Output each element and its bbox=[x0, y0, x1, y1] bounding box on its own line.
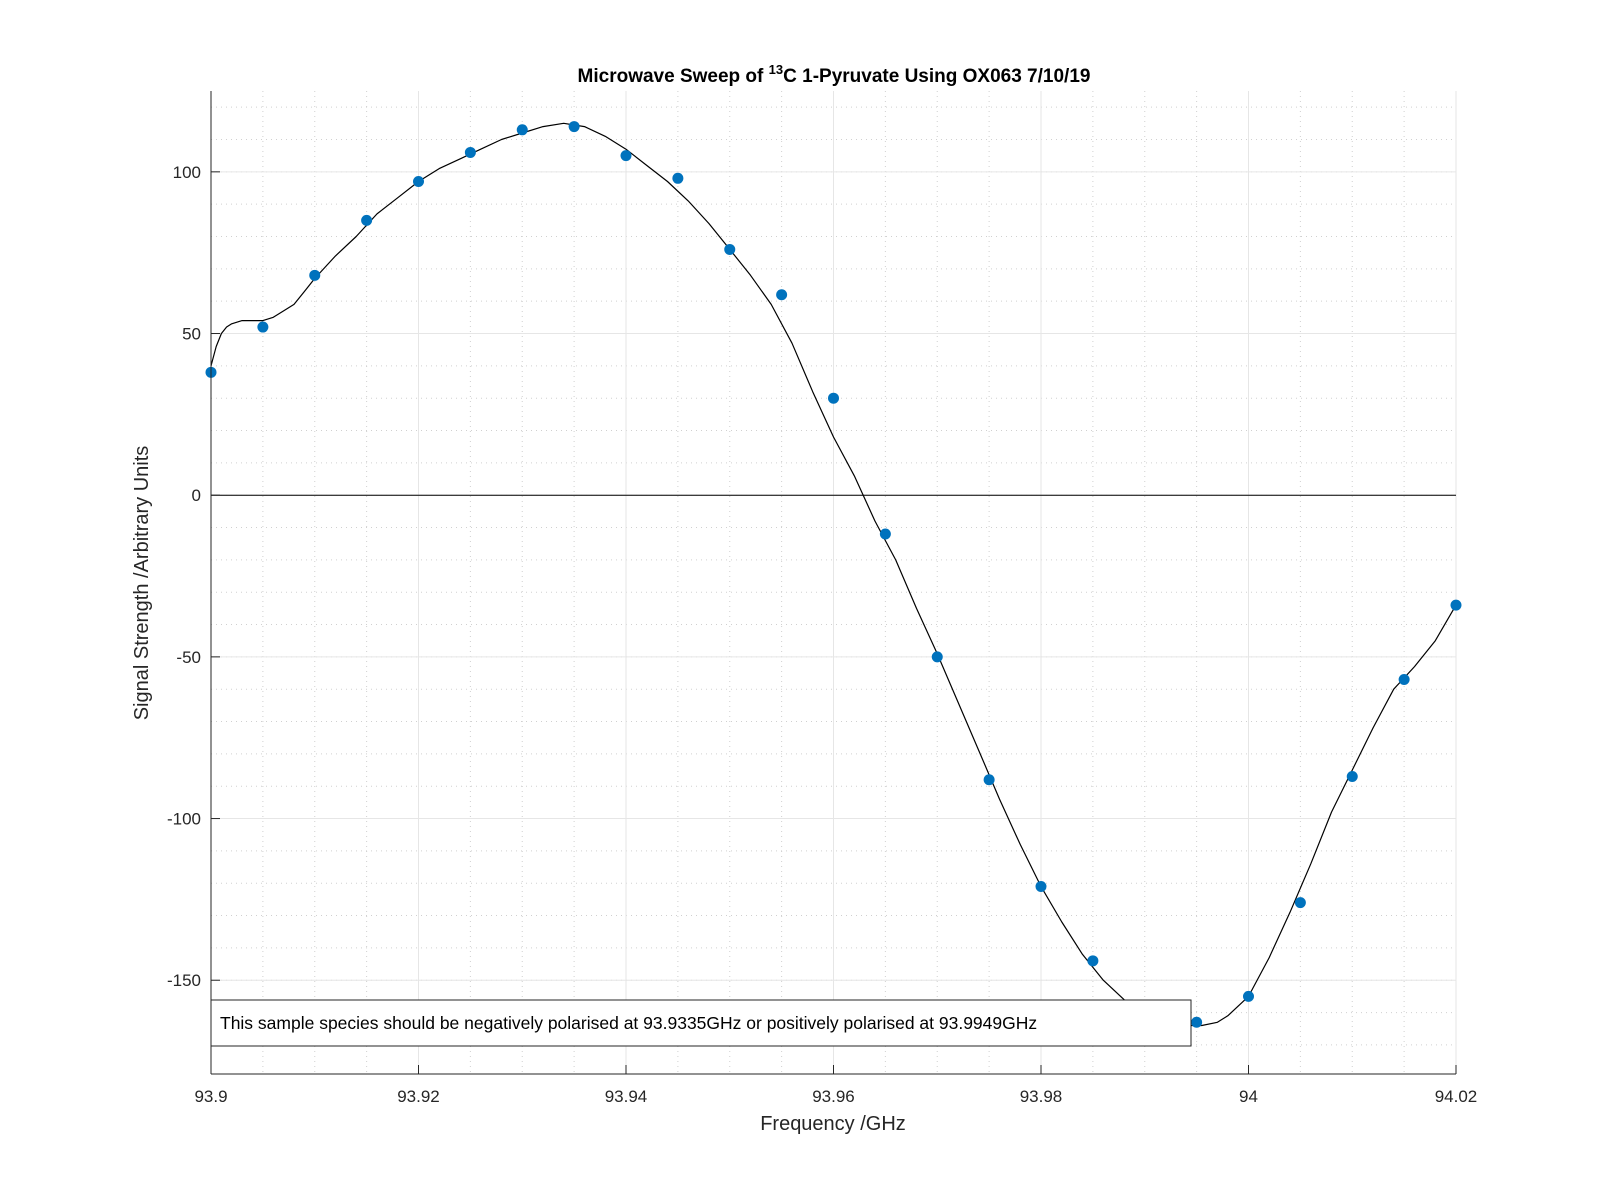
y-tick-label: 100 bbox=[173, 163, 201, 182]
annotation-text: This sample species should be negatively… bbox=[220, 1013, 1037, 1033]
fit-line-series bbox=[210, 122, 1457, 1027]
data-point bbox=[776, 289, 788, 301]
data-point bbox=[413, 176, 424, 188]
data-point bbox=[516, 124, 528, 136]
fit-line bbox=[210, 122, 1457, 1027]
data-point bbox=[464, 146, 476, 158]
data-point bbox=[620, 150, 632, 162]
x-tick-label: 93.94 bbox=[605, 1087, 648, 1106]
x-tick-label: 93.92 bbox=[397, 1087, 440, 1106]
data-point bbox=[1087, 955, 1099, 967]
data-point bbox=[257, 321, 269, 333]
data-point bbox=[361, 214, 373, 226]
data-point bbox=[1035, 880, 1047, 892]
data-point bbox=[1398, 674, 1410, 686]
data-point bbox=[309, 269, 321, 281]
data-point bbox=[1450, 599, 1462, 611]
data-points-series bbox=[205, 121, 1462, 1028]
x-axis-label: Frequency /GHz bbox=[760, 1113, 906, 1135]
annotation-box: This sample species should be negatively… bbox=[210, 999, 1192, 1047]
data-point bbox=[568, 121, 580, 133]
x-tick-label: 93.9 bbox=[194, 1087, 227, 1106]
x-tick-label: 94 bbox=[1239, 1087, 1258, 1106]
chart-title: Microwave Sweep of 13C 1-Pyruvate Using … bbox=[578, 62, 1091, 87]
x-tick-label: 93.96 bbox=[812, 1087, 855, 1106]
y-tick-label: -100 bbox=[167, 810, 201, 829]
data-point bbox=[672, 172, 684, 184]
y-axis-label: Signal Strength /Arbitrary Units bbox=[131, 446, 153, 721]
y-tick-label: 0 bbox=[192, 486, 201, 505]
y-tick-label: -50 bbox=[176, 648, 201, 667]
data-point bbox=[1346, 771, 1358, 783]
y-tick-label: -150 bbox=[167, 971, 201, 990]
data-point bbox=[1191, 1016, 1203, 1028]
data-point bbox=[1243, 990, 1254, 1002]
x-tick-label: 94.02 bbox=[1435, 1087, 1478, 1106]
y-ticks: -150 -100 -50 0 50 100 bbox=[167, 163, 220, 990]
data-point bbox=[879, 528, 891, 540]
y-tick-label: 50 bbox=[182, 325, 201, 344]
x-ticks: 93.9 93.92 93.94 93.96 93.98 94 94.02 bbox=[194, 1065, 1477, 1106]
data-point bbox=[1294, 897, 1306, 909]
data-point bbox=[983, 774, 995, 786]
data-point bbox=[724, 243, 736, 255]
data-point bbox=[931, 651, 943, 663]
x-tick-label: 93.98 bbox=[1020, 1087, 1063, 1106]
data-point bbox=[828, 392, 839, 404]
